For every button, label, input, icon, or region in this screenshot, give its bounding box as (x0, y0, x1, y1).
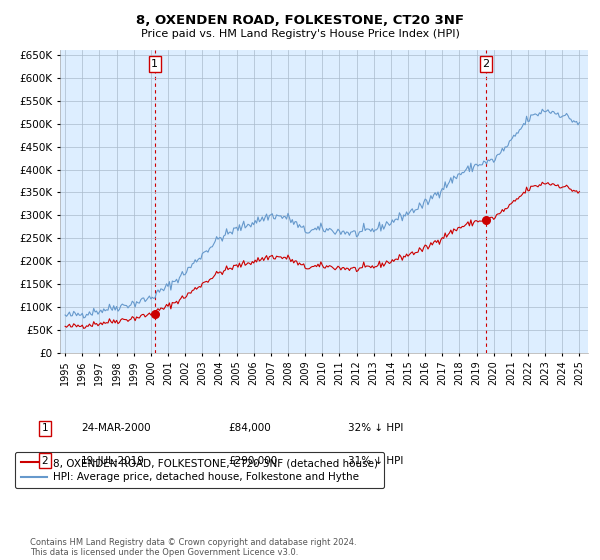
Text: 31% ↓ HPI: 31% ↓ HPI (348, 456, 403, 466)
Text: 2: 2 (41, 456, 49, 466)
Text: Price paid vs. HM Land Registry's House Price Index (HPI): Price paid vs. HM Land Registry's House … (140, 29, 460, 39)
Text: £290,000: £290,000 (228, 456, 277, 466)
Text: 1: 1 (41, 423, 49, 433)
Text: 19-JUL-2019: 19-JUL-2019 (81, 456, 145, 466)
Text: 1: 1 (151, 59, 158, 69)
Point (481, 216, 491, 225)
Text: 32% ↓ HPI: 32% ↓ HPI (348, 423, 403, 433)
Text: Contains HM Land Registry data © Crown copyright and database right 2024.
This d: Contains HM Land Registry data © Crown c… (30, 538, 356, 557)
Text: 2: 2 (482, 59, 490, 69)
Legend: 8, OXENDEN ROAD, FOLKESTONE, CT20 3NF (detached house), HPI: Average price, deta: 8, OXENDEN ROAD, FOLKESTONE, CT20 3NF (d… (15, 452, 384, 488)
Text: £84,000: £84,000 (228, 423, 271, 433)
Point (150, 310, 160, 319)
Text: 8, OXENDEN ROAD, FOLKESTONE, CT20 3NF: 8, OXENDEN ROAD, FOLKESTONE, CT20 3NF (136, 14, 464, 27)
Text: 24-MAR-2000: 24-MAR-2000 (81, 423, 151, 433)
